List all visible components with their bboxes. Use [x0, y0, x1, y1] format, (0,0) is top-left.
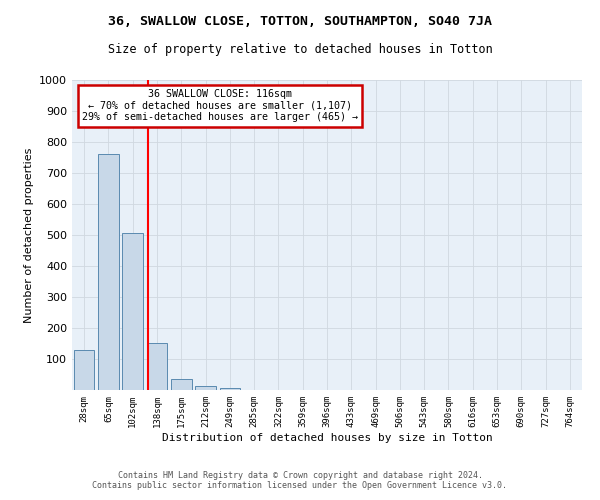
Bar — [98, 154, 119, 390]
Bar — [122, 234, 143, 390]
Bar — [146, 343, 167, 390]
Text: Contains HM Land Registry data © Crown copyright and database right 2024.
Contai: Contains HM Land Registry data © Crown c… — [92, 470, 508, 490]
X-axis label: Distribution of detached houses by size in Totton: Distribution of detached houses by size … — [161, 432, 493, 442]
Bar — [220, 388, 240, 390]
Bar — [195, 386, 216, 390]
Text: 36 SWALLOW CLOSE: 116sqm
← 70% of detached houses are smaller (1,107)
29% of sem: 36 SWALLOW CLOSE: 116sqm ← 70% of detach… — [82, 90, 358, 122]
Y-axis label: Number of detached properties: Number of detached properties — [23, 148, 34, 322]
Bar — [74, 350, 94, 390]
Text: 36, SWALLOW CLOSE, TOTTON, SOUTHAMPTON, SO40 7JA: 36, SWALLOW CLOSE, TOTTON, SOUTHAMPTON, … — [108, 15, 492, 28]
Text: Size of property relative to detached houses in Totton: Size of property relative to detached ho… — [107, 42, 493, 56]
Bar — [171, 378, 191, 390]
